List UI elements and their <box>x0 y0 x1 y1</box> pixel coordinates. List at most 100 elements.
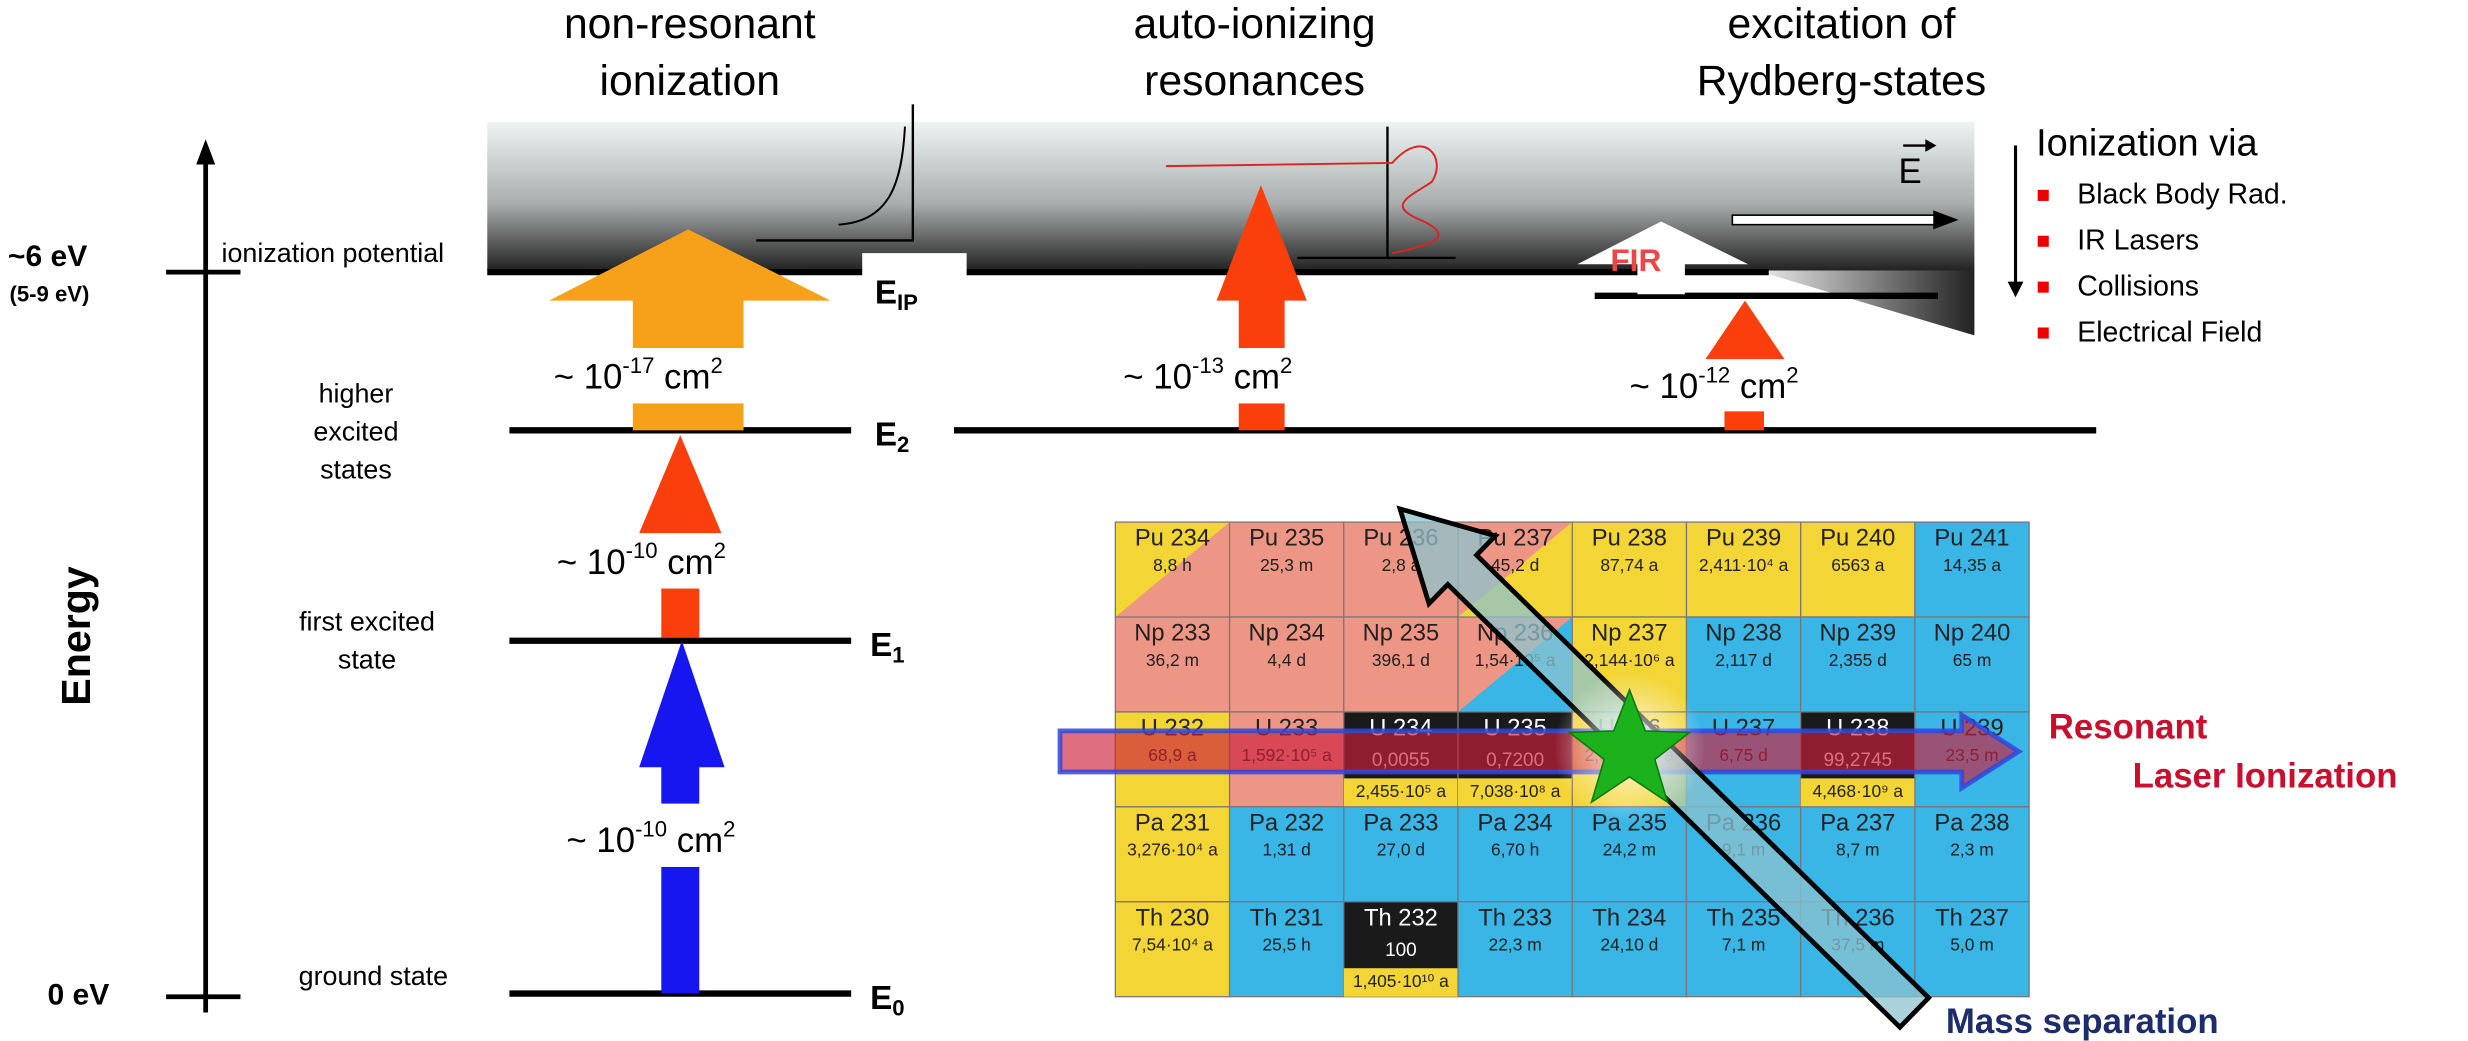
state-label: higher <box>319 379 394 409</box>
level-symbol: E <box>870 627 892 664</box>
fir-label: FIR <box>1610 242 1661 278</box>
nuclide-name: Th 231 <box>1250 905 1324 931</box>
column-title: non-resonant <box>564 0 816 48</box>
nuclide-half-life: 2,411·10⁴ a <box>1699 555 1789 575</box>
nuclide-half-life: 7,1 m <box>1722 935 1766 955</box>
field-arrow <box>1732 215 1938 224</box>
excitation-arrow <box>1705 301 1784 360</box>
list-item: Electrical Field <box>2077 316 2262 348</box>
level-subscript: IP <box>897 290 918 315</box>
nuclide-half-life: 8,8 h <box>1153 555 1192 575</box>
level-subscript: 1 <box>892 642 904 667</box>
nuclide-half-life: 1,31 d <box>1263 840 1311 860</box>
cs-unit-exponent: 2 <box>723 816 735 841</box>
nuclide-half-life: 2,355 d <box>1829 650 1887 670</box>
cross-section: ~ 10-10 cm2 <box>557 538 726 582</box>
nuclide-name: Pu 235 <box>1249 526 1324 552</box>
level-symbol: E <box>875 416 897 453</box>
state-label: ionization potential <box>221 238 444 268</box>
nuclide-name: Th 234 <box>1592 905 1666 931</box>
column-title: ionization <box>600 57 780 105</box>
level-label: E1 <box>870 627 904 668</box>
nuclide-name: Np 237 <box>1591 621 1667 647</box>
nuclide-half-life: 25,3 m <box>1260 555 1313 575</box>
nuclide-name: Th 237 <box>1935 905 2009 931</box>
nuclide-name: Pu 238 <box>1592 526 1667 552</box>
nuclide-half-life: 6,70 h <box>1491 840 1539 860</box>
cs-exponent: -17 <box>622 353 654 378</box>
nuclide-half-life: 22,3 m <box>1489 935 1542 955</box>
axis-arrowhead <box>196 139 215 164</box>
nuclide-name: Np 235 <box>1363 621 1439 647</box>
cs-unit-exponent: 2 <box>710 353 722 378</box>
cs-unit: cm <box>658 543 714 582</box>
axis-value: ~6 eV <box>8 240 87 273</box>
cs-exponent: -10 <box>635 816 667 841</box>
level-label: E2 <box>875 416 909 457</box>
nuclide-half-life: 2,455·10⁵ a <box>1356 781 1447 801</box>
nuclide-half-life: 6563 a <box>1831 555 1885 575</box>
axis-label: Energy <box>53 566 99 706</box>
nuclide-name: Np 234 <box>1248 621 1324 647</box>
nuclide-name: Pa 231 <box>1135 811 1210 837</box>
nuclide-half-life: 1,405·10¹⁰ a <box>1353 971 1449 991</box>
nuclide-name: Pa 234 <box>1478 811 1553 837</box>
state-label: states <box>320 455 392 485</box>
nuclide-half-life: 36,2 m <box>1146 650 1199 670</box>
nuclide-name: Pu 239 <box>1706 526 1781 552</box>
nuclide-name: Th 235 <box>1707 905 1781 931</box>
nuclide-half-life: 3,276·10⁴ a <box>1127 840 1218 860</box>
nuclide-half-life: 87,74 a <box>1600 555 1658 575</box>
nuclide-name: Np 238 <box>1705 621 1781 647</box>
diagram: non-resonantionizationauto-ionizingreson… <box>0 0 2468 1041</box>
nuclide-name: Pu 240 <box>1820 526 1895 552</box>
axis-value: 0 eV <box>47 979 109 1012</box>
column-title: Rydberg-states <box>1697 57 1987 105</box>
nuclide-half-life: 4,4 d <box>1267 650 1306 670</box>
nuclide-name: Np 233 <box>1134 621 1210 647</box>
nuclide-half-life: 396,1 d <box>1372 650 1430 670</box>
nuclide-abundance: 100 <box>1385 940 1417 961</box>
mass-separation-label: Mass separation <box>1946 1002 2219 1041</box>
level-subscript: 0 <box>892 995 904 1020</box>
list-title: Ionization via <box>2036 123 2258 165</box>
nuclide-name: Th 232 <box>1364 905 1438 931</box>
cs-exponent: -13 <box>1192 353 1224 378</box>
cs-exponent: -10 <box>626 538 658 563</box>
nuclide-half-life: 2,144·10⁶ a <box>1584 650 1675 670</box>
state-label: first excited <box>299 606 435 636</box>
nuclide-name: Pu 234 <box>1135 526 1210 552</box>
column-title: auto-ionizing <box>1133 0 1375 48</box>
nuclide-name: Np 239 <box>1820 621 1896 647</box>
nuclide-half-life: 24,10 d <box>1600 935 1658 955</box>
level-label: E0 <box>870 980 904 1021</box>
cs-unit-exponent: 2 <box>1786 362 1798 387</box>
cross-section: ~ 10-12 cm2 <box>1630 362 1799 406</box>
cs-unit: cm <box>1224 358 1280 397</box>
cs-unit: cm <box>654 358 710 397</box>
nuclide-half-life: 5,0 m <box>1950 935 1994 955</box>
excitation-arrow <box>639 641 724 804</box>
nuclide-half-life: 2,3 m <box>1950 840 1994 860</box>
nuclide-half-life: 7,54·10⁴ a <box>1132 935 1213 955</box>
arrow-stub <box>661 589 699 638</box>
level-symbol: E <box>870 980 892 1017</box>
cs-unit: cm <box>1730 367 1786 406</box>
bullet <box>2038 236 2049 247</box>
cs-exponent: -12 <box>1698 362 1730 387</box>
cs-unit-exponent: 2 <box>714 538 726 563</box>
resonant-label: Laser Ionization <box>2133 757 2398 796</box>
cs-prefix: ~ 10 <box>566 821 635 860</box>
arrow-stub <box>661 867 699 994</box>
nuclide-half-life: 2,117 d <box>1715 650 1772 670</box>
cs-prefix: ~ 10 <box>1123 358 1192 397</box>
cross-section: ~ 10-10 cm2 <box>566 816 735 860</box>
bullet <box>2038 327 2049 338</box>
list-item: Collisions <box>2077 270 2199 302</box>
nuclide-name: Pa 238 <box>1934 811 2009 837</box>
state-label: state <box>338 644 396 674</box>
arrow-stub <box>1724 411 1764 430</box>
down-arrowhead <box>2008 282 2024 298</box>
nuclide-name: Np 240 <box>1934 621 2010 647</box>
nuclide-half-life: 4,468·10⁹ a <box>1812 781 1903 801</box>
